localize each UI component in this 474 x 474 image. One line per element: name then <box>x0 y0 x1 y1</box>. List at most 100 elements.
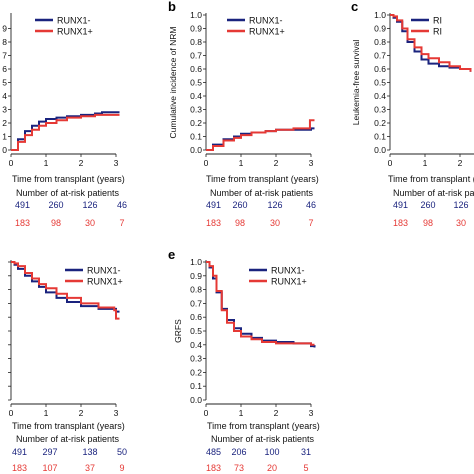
x-tick-label: 0 <box>204 408 209 418</box>
y-tick-label: 0.3 <box>374 105 386 115</box>
at-risk-title: Number of at-risk patients <box>393 188 474 198</box>
y-tick-label: 0.3 <box>190 354 202 364</box>
panel-e: e 0.0 0.1 0.2 0.3 0.4 0.5 0.6 0.7 0.8 0.9 1.0 0 1 2 3 GR… <box>168 247 320 473</box>
at-risk-count: 206 <box>231 447 246 457</box>
y-tick-label: 0.0 <box>190 395 202 405</box>
y-tick-label: 0.2 <box>190 118 202 128</box>
x-tick-label: 1 <box>239 158 244 168</box>
x-tick-label: 0 <box>9 408 14 418</box>
panel-label: e <box>168 247 175 262</box>
legend-label: RUNX1- <box>249 16 283 26</box>
y-axis-label: Cumulative incidence of NRM <box>168 27 178 139</box>
x-tick-label: 3 <box>309 408 314 418</box>
at-risk-count: 138 <box>82 447 97 457</box>
x-tick-label: 0 <box>9 158 14 168</box>
y-tick-label: 0.8 <box>374 37 386 47</box>
y-tick-label: 0.6 <box>374 64 386 74</box>
y-tick-label: 6 <box>2 64 7 74</box>
x-tick-label: 1 <box>239 408 244 418</box>
legend-label: RUNX1- <box>87 266 121 276</box>
at-risk-count: 98 <box>423 218 433 228</box>
at-risk-count: 9 <box>119 463 124 473</box>
y-axis-label: Leukemia-free survival <box>351 40 361 126</box>
legend-label: RUNX1+ <box>87 277 123 287</box>
at-risk-count: 98 <box>235 218 245 228</box>
at-risk-count: 20 <box>267 463 277 473</box>
y-tick-label: 4 <box>2 91 7 101</box>
at-risk-title: Number of at-risk patients <box>16 434 120 444</box>
panel-c: c 0.0 0.1 0.2 0.3 0.4 0.5 0.6 0.7 0.8 0.9 1.0 0 1 2 Leu… <box>351 0 474 228</box>
curve-runx1-pos <box>390 14 472 72</box>
at-risk-count: 260 <box>420 200 435 210</box>
panel-label: c <box>351 0 358 14</box>
x-axis-label: Time from transplant (years) <box>12 174 125 184</box>
at-risk-count: 73 <box>234 463 244 473</box>
y-tick-label: 1.0 <box>190 10 202 20</box>
y-tick-label: 0.4 <box>374 91 386 101</box>
x-tick-label: 0 <box>204 158 209 168</box>
at-risk-title: Number of at-risk patients <box>16 188 120 198</box>
at-risk-count: 183 <box>12 463 27 473</box>
at-risk-count: 46 <box>306 200 316 210</box>
y-tick-label: 9 <box>2 24 7 34</box>
curve-runx1-neg <box>11 111 120 151</box>
x-tick-label: 1 <box>44 408 49 418</box>
at-risk-count: 30 <box>456 218 466 228</box>
curve-runx1-pos <box>206 261 315 346</box>
y-tick-label: 0.1 <box>190 381 202 391</box>
legend-label: RI <box>433 27 442 37</box>
y-tick-label: 0.6 <box>190 64 202 74</box>
at-risk-count: 5 <box>303 463 308 473</box>
x-tick-label: 2 <box>274 158 279 168</box>
at-risk-count: 98 <box>51 218 61 228</box>
y-tick-label: 1.0 <box>374 10 386 20</box>
at-risk-count: 183 <box>206 463 221 473</box>
y-tick-label: 7 <box>2 51 7 61</box>
panel-label: b <box>168 0 176 14</box>
legend-label: RI <box>433 16 442 26</box>
at-risk-count: 7 <box>119 218 124 228</box>
y-tick-label: 3 <box>2 105 7 115</box>
y-tick-label: 0.2 <box>190 367 202 377</box>
y-tick-label: 0.1 <box>374 132 386 142</box>
at-risk-count: 491 <box>12 447 27 457</box>
x-tick-label: 1 <box>423 158 428 168</box>
at-risk-count: 183 <box>206 218 221 228</box>
y-axis-label: GRFS <box>173 319 183 343</box>
at-risk-count: 260 <box>232 200 247 210</box>
at-risk-title: Number of at-risk patients <box>210 188 314 198</box>
y-tick-label: 0.0 <box>190 145 202 155</box>
at-risk-count: 183 <box>393 218 408 228</box>
y-tick-label: 2 <box>2 118 7 128</box>
x-tick-label: 2 <box>79 158 84 168</box>
y-tick-label: 0 <box>2 145 7 155</box>
at-risk-count: 126 <box>267 200 282 210</box>
legend-label: RUNX1+ <box>271 277 307 287</box>
at-risk-count: 30 <box>270 218 280 228</box>
curve-runx1-pos <box>206 119 315 151</box>
at-risk-count: 50 <box>117 447 127 457</box>
y-tick-label: 0.7 <box>190 298 202 308</box>
y-tick-label: 0.2 <box>374 118 386 128</box>
y-tick-label: 1.0 <box>190 257 202 267</box>
y-tick-label: 0.4 <box>190 91 202 101</box>
x-tick-label: 2 <box>458 158 463 168</box>
x-tick-label: 0 <box>388 158 393 168</box>
at-risk-count: 491 <box>15 200 30 210</box>
y-tick-label: 8 <box>2 37 7 47</box>
at-risk-count: 260 <box>48 200 63 210</box>
x-tick-label: 3 <box>309 158 314 168</box>
x-tick-label: 2 <box>274 408 279 418</box>
y-tick-label: 1 <box>2 132 7 142</box>
curve-runx1-pos <box>11 261 120 320</box>
at-risk-count: 491 <box>206 200 221 210</box>
at-risk-title: Number of at-risk patients <box>211 434 315 444</box>
legend-label: RUNX1- <box>57 16 91 26</box>
panel-b: b 0.0 0.1 0.2 0.3 0.4 0.5 0.6 0.7 0.8 0.9 1.0 0 1 2 3 Cu… <box>168 0 319 228</box>
at-risk-count: 37 <box>85 463 95 473</box>
x-tick-label: 3 <box>114 158 119 168</box>
y-tick-label: 0.5 <box>190 78 202 88</box>
y-tick-label: 0.1 <box>190 132 202 142</box>
panel-d: 0 1 2 3 Time from transplant (years) RUNX1-RU… <box>8 260 127 473</box>
